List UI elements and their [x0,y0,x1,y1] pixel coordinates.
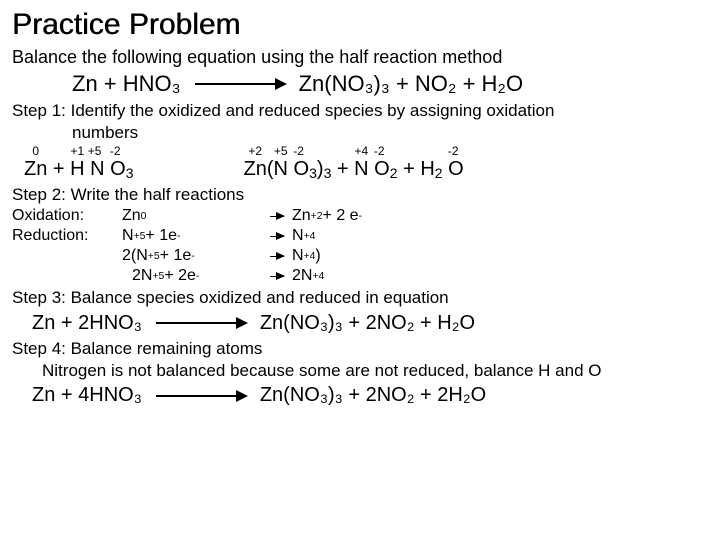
ox-num: -2 [293,144,304,159]
ox-num: -2 [110,144,121,159]
arrow-icon [195,83,285,85]
half-reaction-row: 2( N+5 + 1e- [122,246,262,266]
ox-num: +5 [274,144,288,159]
half-reactions: Oxidation: Zn0 Zn+2 + 2 e- Reduction: N+… [12,206,708,286]
ox-num: +5 [88,144,102,159]
half-reaction-row: N+4) [292,246,412,266]
step3-equation: Zn + 2HNO₃ Zn(NO₃)₃ + 2NO₂ + H₂O [32,311,708,336]
step1-text: Step 1: Identify the oxidized and reduce… [12,100,708,121]
eq-right: Zn(NO₃)₃ + 2NO₂ + H₂O [260,311,475,336]
eq-left: Zn + HNO₃ [72,70,181,98]
step1-text-cont: numbers [12,122,708,143]
page-title: Practice Problem [12,6,708,44]
ox-num: +2 [248,144,262,159]
step3-text: Step 3: Balance species oxidized and red… [12,287,708,308]
arrow-icon [156,322,246,324]
oxidation-annotated-equation: Zn0 + H+1 N+5 O-23 Zn+2 (N+5 O-23)3 + N+… [24,157,708,182]
step4-subtext: Nitrogen is not balanced because some ar… [12,360,708,381]
oxidation-label: Oxidation: [12,206,122,226]
half-reaction-row: 2N+4 [292,266,412,286]
eq-left: Zn + 2HNO₃ [32,311,142,336]
eq-right: Zn(NO₃)₃ + NO₂ + H₂O [299,70,523,98]
ox-num: 0 [32,144,39,159]
step4-equation: Zn + 4HNO₃ Zn(NO₃)₃ + 2NO₂ + 2H₂O [32,383,708,408]
ox-num: -2 [374,144,385,159]
eq-left: Zn + 4HNO₃ [32,383,142,408]
arrow-icon [270,256,284,258]
arrow-icon [156,395,246,397]
arrow-icon [270,236,284,238]
eq-right: Zn(NO₃)₃ + 2NO₂ + 2H₂O [260,383,486,408]
reduction-label: Reduction: [12,226,122,246]
ox-num: +1 [71,144,85,159]
step2-text: Step 2: Write the half reactions [12,184,708,205]
arrow-icon [270,216,284,218]
half-reaction-row: 2N+5 + 2e- [122,266,262,286]
half-reaction-row: Zn0 [122,206,262,226]
main-equation: Zn + HNO₃ Zn(NO₃)₃ + NO₂ + H₂O [72,70,708,98]
half-reaction-row: Zn+2 + 2 e- [292,206,412,226]
half-reaction-row: N+5 + 1e- [122,226,262,246]
subtitle: Balance the following equation using the… [12,46,708,69]
arrow-icon [270,276,284,278]
step4-text: Step 4: Balance remaining atoms [12,338,708,359]
ox-num: +4 [355,144,369,159]
half-reaction-row: N+4 [292,226,412,246]
ox-num: -2 [448,144,459,159]
